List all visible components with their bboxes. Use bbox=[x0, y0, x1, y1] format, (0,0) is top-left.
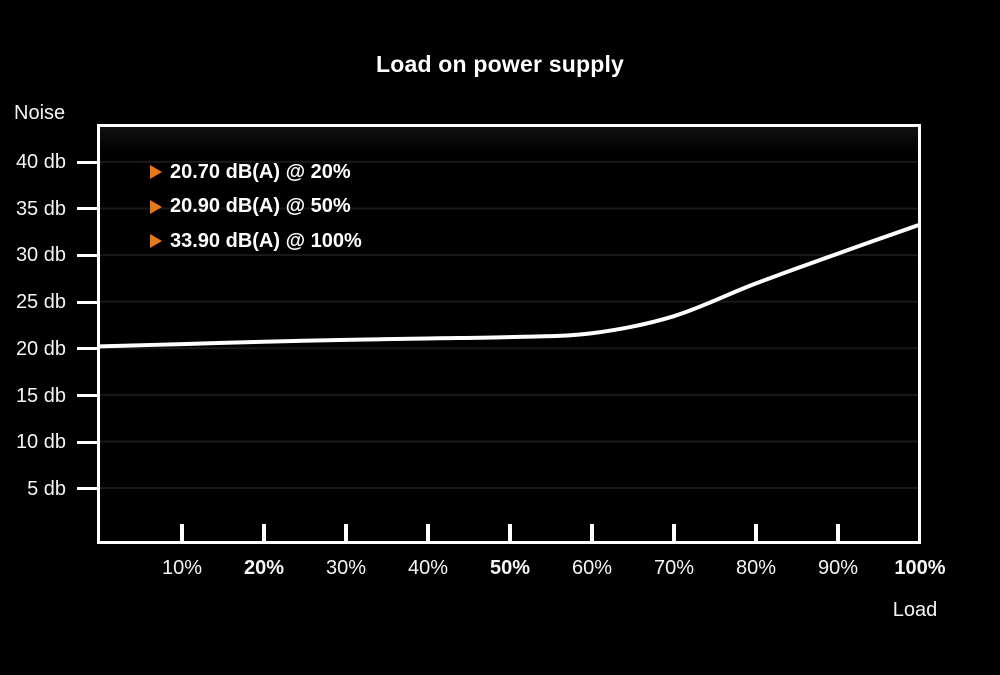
x-axis-title: Load bbox=[892, 599, 938, 621]
x-tick-label: 80% bbox=[735, 557, 777, 579]
orange-triangle-icon bbox=[150, 165, 162, 179]
y-tick-label: 40 db bbox=[15, 151, 66, 173]
x-tick-mark bbox=[262, 524, 266, 541]
x-tick-mark bbox=[344, 524, 348, 541]
y-tick-mark bbox=[77, 487, 97, 491]
legend: 20.70 dB(A) @ 20% 20.90 dB(A) @ 50% 33.90 … bbox=[150, 160, 362, 264]
legend-label: 33.90 dB(A) @ 100% bbox=[170, 229, 362, 252]
y-tick-label: 35 db bbox=[15, 197, 66, 220]
x-tick-label: 70% bbox=[653, 557, 695, 579]
y-tick-mark bbox=[77, 300, 97, 304]
y-tick-label: 25 db bbox=[15, 291, 66, 314]
y-tick-label: 10 db bbox=[15, 431, 66, 454]
y-tick-label: 15 db bbox=[15, 384, 66, 407]
x-tick-mark bbox=[672, 524, 676, 541]
x-tick-mark bbox=[836, 524, 840, 541]
y-tick-mark bbox=[77, 207, 97, 211]
x-tick-label: 10% bbox=[161, 557, 203, 579]
y-tick-label: 5 db bbox=[27, 477, 66, 500]
x-tick-label: 40% bbox=[407, 557, 449, 579]
x-tick-label: 90% bbox=[817, 557, 859, 579]
x-tick-mark bbox=[590, 524, 594, 541]
x-tick-mark bbox=[426, 524, 430, 541]
plot-area: 20.70 dB(A) @ 20% 20.90 dB(A) @ 50% 33.90 … bbox=[97, 124, 921, 544]
y-tick-mark bbox=[77, 253, 97, 257]
y-tick-label: 20 db bbox=[15, 337, 66, 360]
y-tick-mark bbox=[77, 394, 97, 397]
legend-label: 20.70 dB(A) @ 20% bbox=[170, 160, 351, 183]
chart-title: Load on power supply bbox=[375, 51, 625, 77]
orange-triangle-icon bbox=[150, 199, 162, 214]
y-axis-title: Noise bbox=[14, 102, 66, 124]
x-tick-label: 100% bbox=[894, 557, 946, 579]
orange-triangle-icon bbox=[150, 234, 162, 248]
legend-row: 20.70 dB(A) @ 20% bbox=[150, 160, 362, 184]
x-tick-mark bbox=[508, 524, 512, 541]
x-tick-label: 50% bbox=[489, 557, 531, 579]
x-tick-mark bbox=[754, 524, 758, 541]
y-tick-label: 30 db bbox=[15, 244, 66, 267]
y-tick-mark bbox=[77, 440, 97, 444]
legend-row: 20.90 dB(A) @ 50% bbox=[150, 195, 362, 219]
noise-curve-svg bbox=[100, 160, 918, 490]
legend-row: 33.90 dB(A) @ 100% bbox=[150, 229, 362, 253]
y-tick-mark bbox=[77, 160, 97, 164]
x-tick-label: 30% bbox=[325, 557, 367, 579]
noise-curve bbox=[100, 223, 918, 349]
legend-label: 20.90 dB(A) @ 50% bbox=[170, 195, 351, 217]
y-tick-mark bbox=[77, 347, 97, 351]
x-tick-label: 60% bbox=[571, 557, 613, 579]
x-tick-label: 20% bbox=[243, 557, 285, 579]
x-tick-mark bbox=[180, 524, 184, 541]
